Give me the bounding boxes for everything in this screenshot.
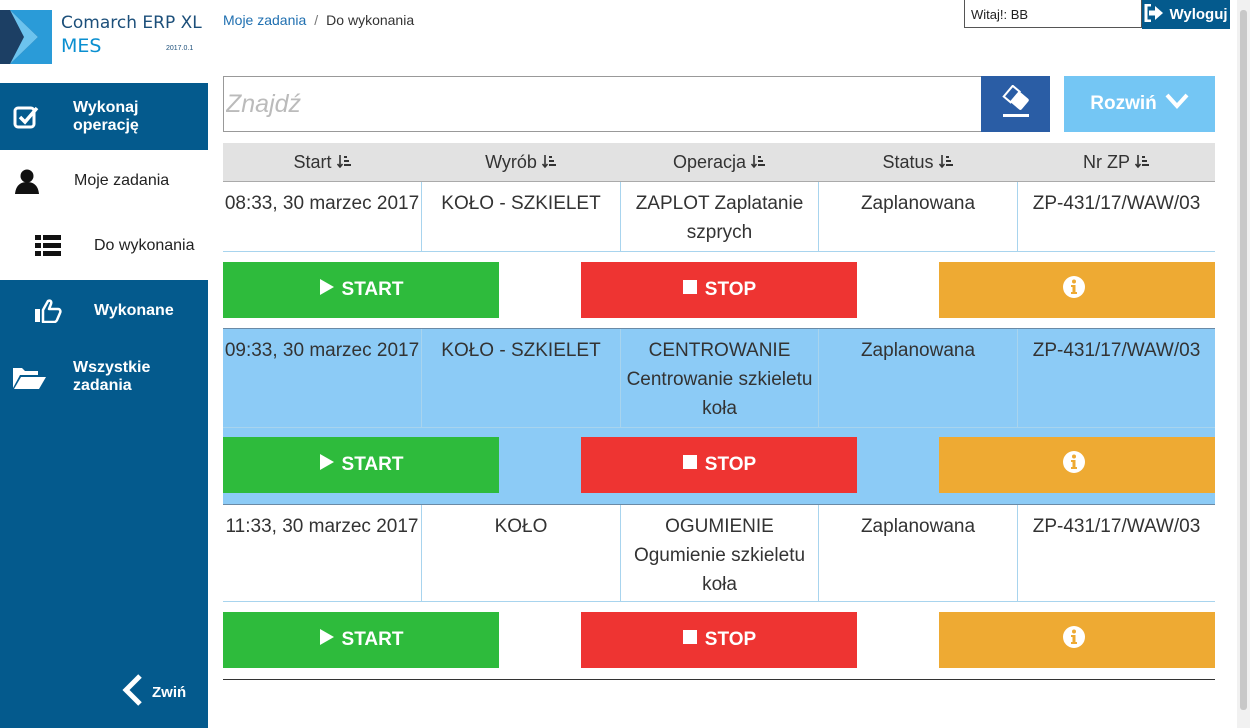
column-header-wyrob[interactable]: Wyrób [421,143,620,181]
cell-start: 08:33, 30 marzec 2017 [224,193,420,214]
stop-icon [682,629,705,651]
table-row-selected[interactable]: 09:33, 30 marzec 2017 KOŁO - SZKIELET CE… [223,329,1215,427]
cell-status: Zaplanowana [818,505,1017,601]
info-icon [1062,450,1093,480]
thumbs-up-icon [34,299,62,323]
table-row[interactable]: 11:33, 30 marzec 2017 KOŁO OGUMIENIE Ogu… [223,505,1215,601]
info-icon [1062,625,1093,655]
sidebar-item-label: Wszystkie zadania [73,359,151,394]
logout-label: Wyloguj [1169,6,1228,23]
sort-icon [336,152,351,173]
play-icon [319,278,342,302]
sidebar-item-moje-zadania[interactable]: Moje zadania [0,150,208,212]
info-button[interactable] [939,262,1215,318]
cell-operation: CENTROWANIE Centrowanie szkieletu koła [620,329,818,427]
collapse-sidebar-button[interactable]: Zwiń [120,673,187,711]
sort-icon [750,152,766,173]
table-header: Start Wyrób Operacja Status Nr ZP [223,143,1215,182]
sidebar: Comarch ERP XL MES 2017.0.1 Wykonaj oper… [0,0,208,728]
folder-open-icon [12,364,46,390]
sidebar-item-wykonane[interactable]: Wykonane [0,280,208,342]
checkbox-icon [13,104,39,130]
start-button[interactable]: START [223,437,499,493]
sidebar-item-wykonaj-operacje[interactable]: Wykonaj operację [0,83,208,150]
chevron-left-icon [120,673,144,711]
user-icon [14,168,40,194]
stop-button[interactable]: STOP [581,612,857,668]
play-icon [319,453,342,477]
logo-line1: Comarch ERP XL [61,13,202,33]
search-input[interactable] [223,76,981,132]
start-button[interactable]: START [223,612,499,668]
cell-order: ZP-431/17/WAW/03 [1017,329,1215,427]
cell-start: 09:33, 30 marzec 2017 [224,340,420,361]
sidebar-item-label: Wykonaj operację [73,98,139,134]
cell-order: ZP-431/17/WAW/03 [1017,505,1215,601]
column-header-operacja[interactable]: Operacja [620,143,818,181]
scrollbar[interactable] [1237,0,1250,728]
logo-version: 2017.0.1 [166,45,194,52]
table-row[interactable]: 08:33, 30 marzec 2017 KOŁO - SZKIELET ZA… [223,182,1215,251]
logo: Comarch ERP XL MES 2017.0.1 [0,0,208,83]
chevron-down-icon [1157,93,1189,115]
list-icon [35,234,61,258]
sidebar-item-do-wykonania[interactable]: Do wykonania [0,212,208,280]
collapse-label: Zwiń [152,683,187,701]
play-icon [319,628,342,652]
stop-icon [682,454,705,476]
expand-label: Rozwiń [1090,93,1157,114]
info-button[interactable] [939,437,1215,493]
eraser-icon [999,83,1033,124]
breadcrumb: Moje zadania / Do wykonania [223,12,415,28]
start-button[interactable]: START [223,262,499,318]
stop-icon [682,279,705,301]
cell-order: ZP-431/17/WAW/03 [1017,182,1215,251]
sidebar-item-label: Do wykonania [94,237,195,254]
info-icon [1062,275,1093,305]
sidebar-item-label: Moje zadania [74,172,170,189]
cell-status: Zaplanowana [818,329,1017,427]
info-button[interactable] [939,612,1215,668]
sidebar-item-wszystkie-zadania[interactable]: Wszystkie zadania [0,342,208,412]
expand-button[interactable]: Rozwiń [1064,76,1215,132]
stop-button[interactable]: STOP [581,437,857,493]
sign-out-icon [1144,3,1169,26]
cell-start: 11:33, 30 marzec 2017 [225,516,419,537]
sort-icon [938,152,953,173]
clear-search-button[interactable] [981,76,1050,132]
user-greeting: Witaj!: BB [964,0,1142,28]
sort-icon [1134,152,1149,173]
column-header-nr-zp[interactable]: Nr ZP [1017,143,1215,181]
row-actions: START STOP [223,602,1215,680]
cell-product: KOŁO [421,505,620,601]
breadcrumb-current: Do wykonania [326,12,415,28]
cell-product: KOŁO - SZKIELET [421,182,620,251]
row-actions: START STOP [223,252,1215,330]
row-actions: START STOP [223,428,1215,504]
stop-button[interactable]: STOP [581,262,857,318]
sidebar-item-label: Wykonane [94,302,174,319]
cell-operation: OGUMIENIE Ogumienie szkieletu koła [620,505,818,601]
sort-icon [541,152,556,173]
logout-button[interactable]: Wyloguj [1142,0,1230,29]
cell-status: Zaplanowana [818,182,1017,251]
comarch-logo-icon [0,10,52,64]
breadcrumb-link-moje-zadania[interactable]: Moje zadania [223,12,307,28]
cell-product: KOŁO - SZKIELET [421,329,620,427]
column-header-status[interactable]: Status [818,143,1017,181]
scrollbar-thumb[interactable] [1240,10,1247,710]
cell-operation: ZAPLOT Zaplatanie szprych [620,182,818,251]
logo-line2: MES [61,35,102,57]
column-header-start[interactable]: Start [223,143,421,181]
